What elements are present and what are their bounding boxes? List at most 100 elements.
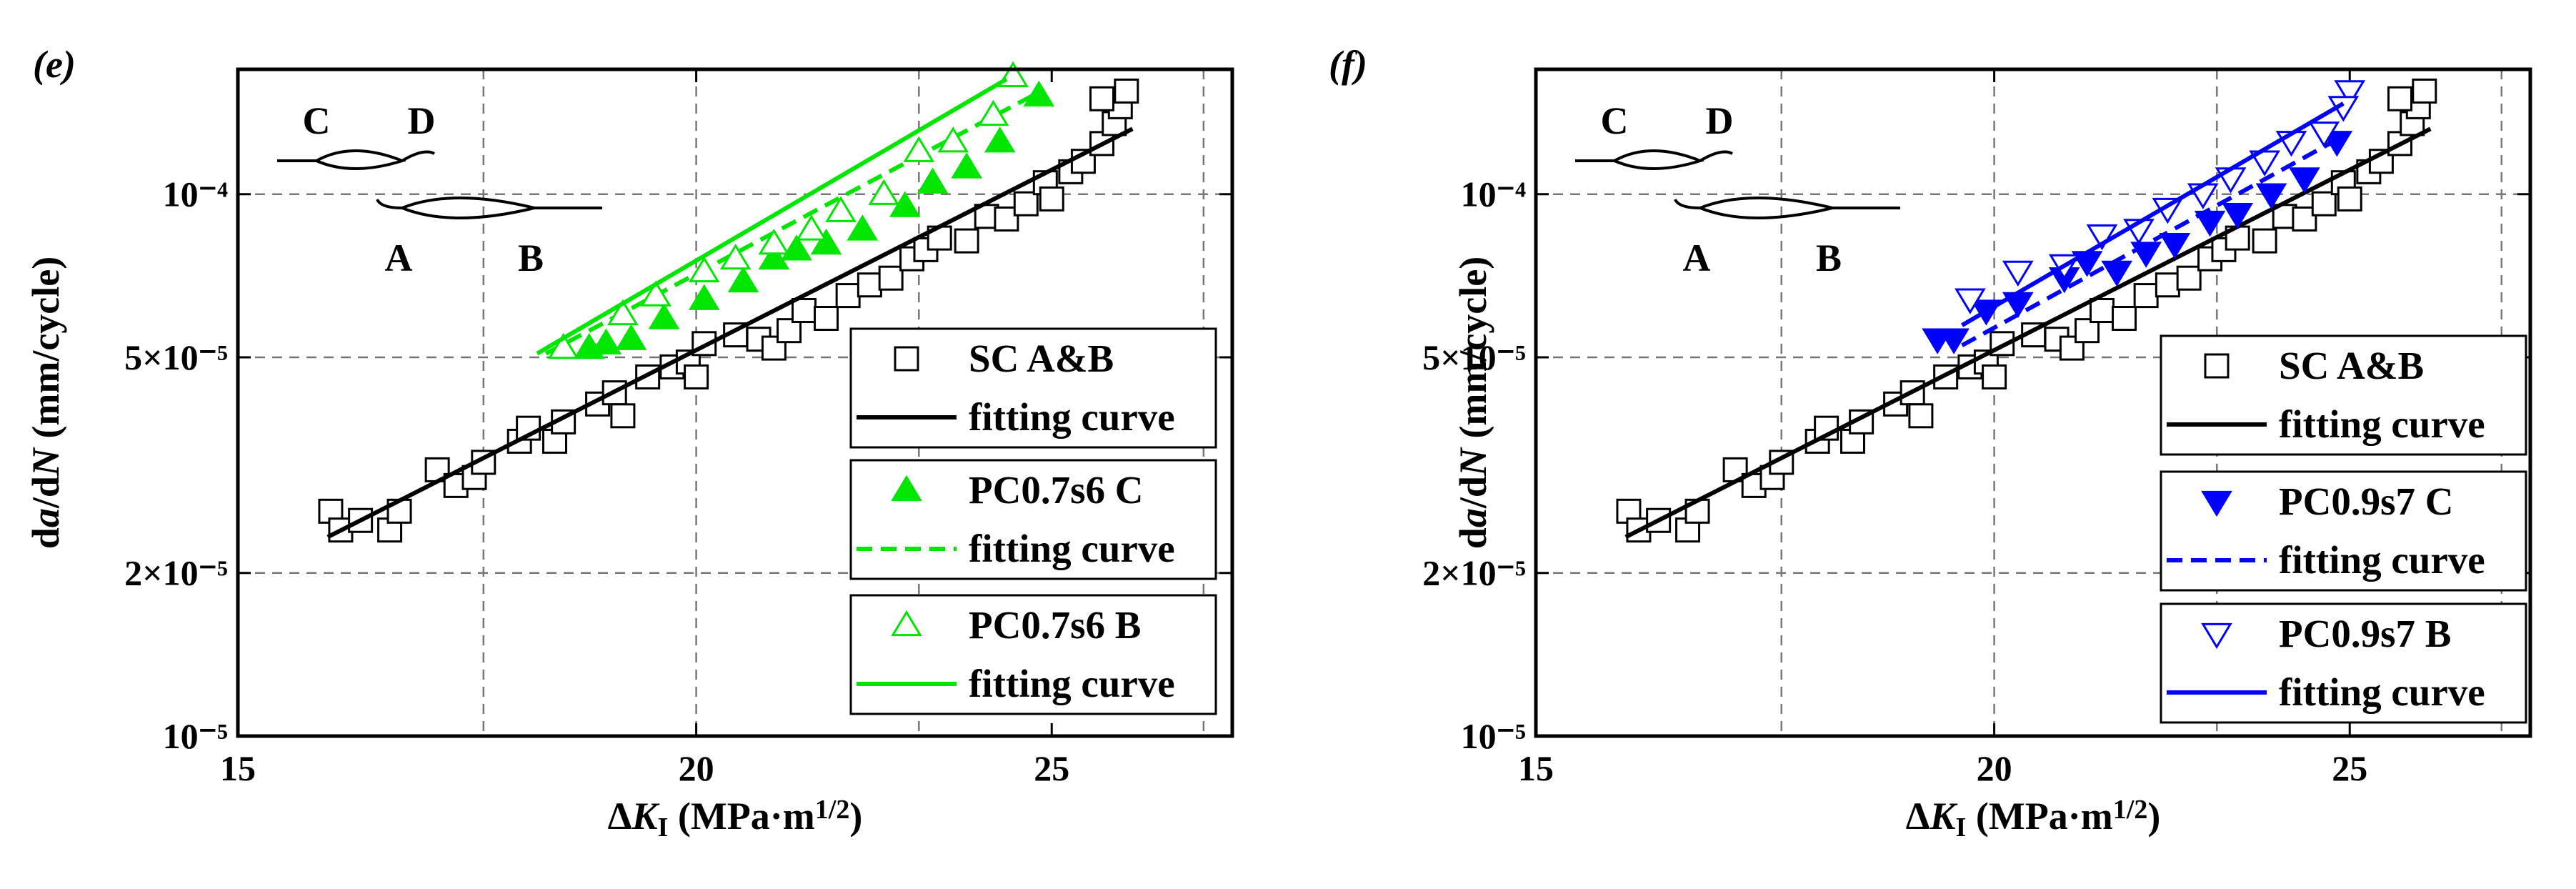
y-tick-label: 10⁻⁴: [1461, 174, 1526, 214]
inset-crack: [277, 149, 435, 170]
fit-line: [544, 94, 1034, 356]
point: [1646, 507, 1672, 533]
point: [781, 234, 812, 261]
point: [2089, 298, 2115, 324]
legend-symbol: [2201, 622, 2232, 650]
legend-label: fitting curve: [969, 662, 1175, 705]
y-tick-label: 5×10⁻⁵: [124, 337, 228, 377]
legend-label: fitting curve: [969, 527, 1175, 570]
y-axis-label-part: N: [24, 447, 67, 477]
fit-line: [326, 126, 1134, 540]
x-tick-label: 25: [1034, 748, 1069, 788]
inset-label: D: [408, 99, 436, 142]
point: [825, 196, 857, 222]
y-axis-label-part: a: [1452, 508, 1494, 527]
point: [977, 99, 1009, 126]
legend-label: fitting curve: [2279, 670, 2485, 714]
y-tick-label: 2×10⁻⁵: [1422, 553, 1526, 593]
point: [2187, 183, 2219, 209]
plot-frame: [1534, 67, 2532, 738]
point: [547, 332, 579, 359]
inset-crack: [1575, 149, 1733, 170]
point: [1908, 403, 1934, 429]
x-axis-label: ΔKI (MPa·m1/2): [1906, 795, 2161, 843]
point: [1114, 78, 1139, 104]
legend-box: [849, 459, 1217, 580]
legend-label: SC A&B: [969, 337, 1114, 380]
legend-label: PC0.9s7 C: [2279, 480, 2453, 523]
point: [917, 167, 949, 194]
y-tick-label: 10⁻⁵: [1461, 716, 1526, 756]
panel-label: (e): [33, 43, 76, 86]
point: [615, 324, 647, 350]
x-axis-label-part: 1/2: [815, 795, 850, 825]
y-axis-label-part: N: [1452, 447, 1494, 477]
y-tick-label: 2×10⁻⁵: [124, 553, 228, 593]
x-tick-label: 25: [2332, 748, 2367, 788]
point: [610, 403, 636, 429]
y-axis-label-part: (mm/cycle): [24, 257, 67, 448]
point: [2289, 167, 2320, 194]
inset-label: C: [1601, 99, 1629, 142]
x-axis-label-part: I: [1956, 813, 1967, 843]
point: [847, 214, 879, 241]
point: [1089, 86, 1115, 111]
point: [2311, 191, 2337, 217]
point: [1039, 186, 1064, 212]
legend-label: PC0.7s6 C: [969, 468, 1143, 512]
point: [1013, 191, 1039, 217]
legend-symbol: [891, 475, 922, 502]
inset-label: B: [1816, 237, 1842, 279]
x-axis-label-part: Δ: [1906, 795, 1930, 838]
legend-label: fitting curve: [2279, 538, 2485, 582]
legend-label: fitting curve: [969, 395, 1175, 439]
point: [2133, 283, 2159, 309]
point: [2215, 167, 2247, 194]
x-axis-label-part: 1/2: [2113, 795, 2148, 825]
x-axis-label-part: K: [1929, 795, 1959, 838]
x-axis-label-part: Δ: [608, 795, 632, 838]
point: [758, 228, 790, 255]
point: [719, 243, 752, 270]
point: [1982, 364, 2007, 389]
point: [2155, 272, 2180, 298]
y-axis-label-part: (mm/cycle): [1452, 257, 1494, 448]
legend-box: [849, 594, 1217, 715]
legend-label: PC0.7s6 B: [969, 603, 1141, 647]
y-axis-label-part: /d: [1452, 476, 1494, 509]
point: [1938, 328, 1970, 354]
point: [2194, 210, 2226, 237]
point: [2334, 80, 2366, 106]
point: [727, 266, 759, 293]
point: [2222, 203, 2254, 229]
y-axis-label: da/dN (mm/cycle): [1452, 257, 1494, 549]
point: [590, 328, 622, 354]
point: [2086, 224, 2118, 251]
y-axis-label-part: d: [24, 527, 67, 549]
point: [951, 152, 983, 179]
y-axis-label-part: a: [24, 508, 67, 527]
legend-symbol: [2204, 353, 2230, 379]
point: [857, 272, 882, 298]
legend-label: PC0.9s7 B: [2279, 612, 2451, 655]
x-axis-label: ΔKI (MPa·m1/2): [608, 795, 863, 843]
point: [868, 179, 900, 205]
legend-label: fitting curve: [2279, 402, 2485, 446]
x-tick-label: 20: [1977, 748, 2012, 788]
point: [903, 136, 935, 162]
y-tick-label: 10⁻⁴: [163, 174, 228, 214]
fit-line: [1624, 126, 2432, 540]
point: [984, 126, 1016, 153]
point: [1955, 288, 1986, 314]
fit-line: [1961, 101, 2345, 327]
point: [2387, 86, 2413, 111]
point: [684, 364, 709, 389]
inset-label: B: [518, 237, 544, 279]
point: [2176, 265, 2202, 291]
legend-symbol: [894, 346, 919, 372]
point: [796, 214, 827, 241]
point: [688, 256, 720, 283]
x-axis-label-part: ): [849, 795, 862, 838]
inset-crack: [1674, 197, 1900, 219]
